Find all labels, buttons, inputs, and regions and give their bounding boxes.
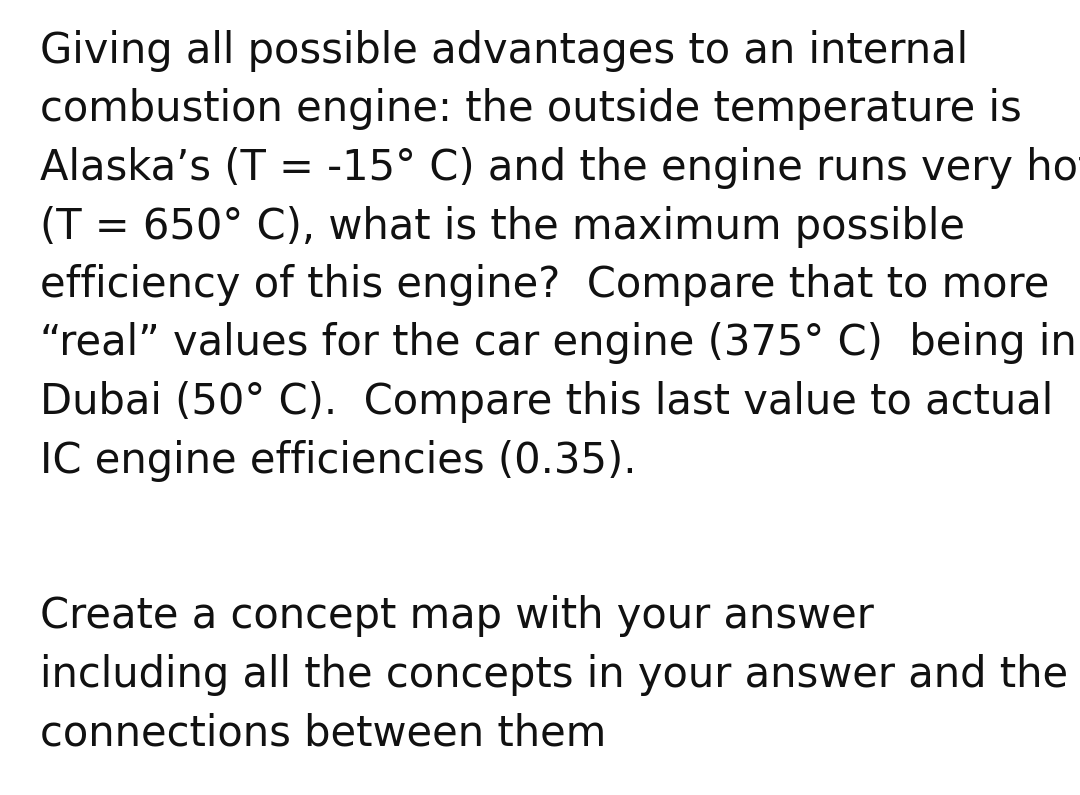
Text: Create a concept map with your answer
including all the concepts in your answer : Create a concept map with your answer in… <box>40 595 1068 754</box>
Text: Giving all possible advantages to an internal
combustion engine: the outside tem: Giving all possible advantages to an int… <box>40 30 1080 482</box>
